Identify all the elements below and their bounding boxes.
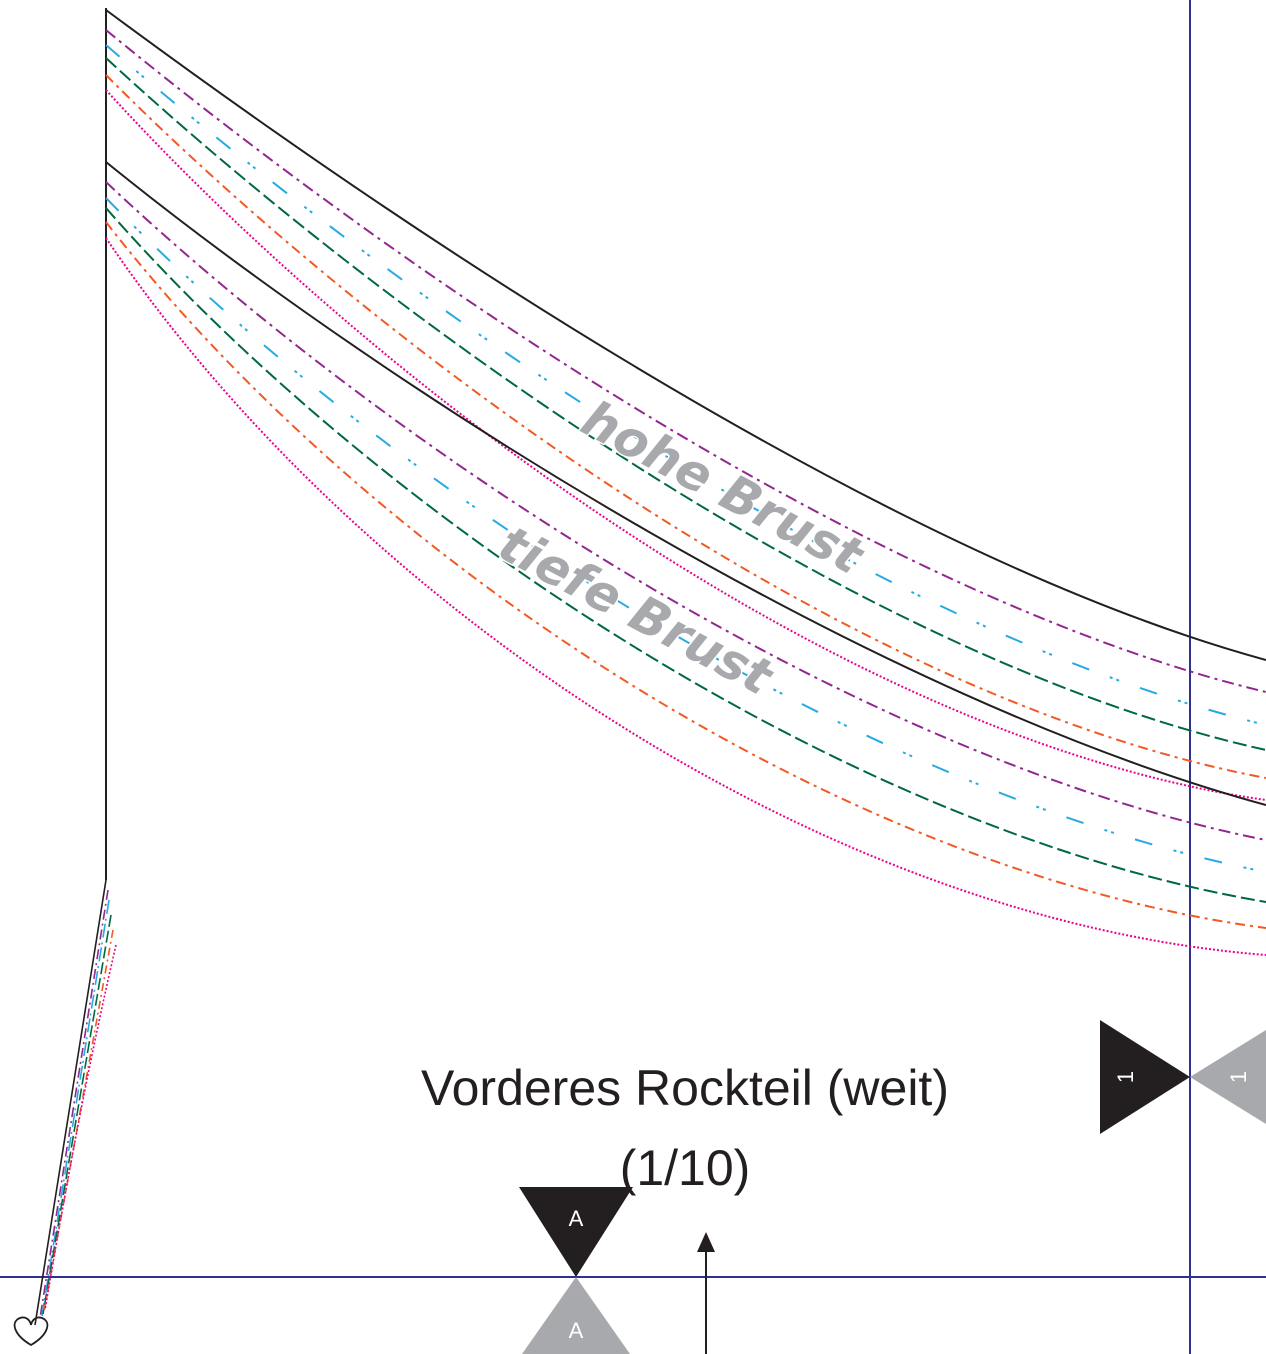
notch-marker-dark-label: A [569,1206,584,1231]
waist-curve-purple-high [105,29,1266,693]
waist-curve-outline-low [105,161,1266,806]
watermark-low-bust: tiefe Brust [489,514,783,707]
notch-marker-dark: A [519,1187,633,1277]
waist-curve-magenta-high [105,89,1266,801]
heart-icon [13,1316,49,1347]
page-marker-light: 1 [1190,1030,1266,1124]
waist-curve-magenta-low [105,237,1266,956]
waist-curve-cyan-high [105,44,1266,726]
waist-curves-high [105,9,1266,801]
piece-title: Vorderes Rockteil (weit) [421,1060,949,1116]
waist-curve-orange-high [105,74,1266,779]
piece-number: (1/10) [620,1140,751,1196]
side-seam-lines [34,879,117,1326]
waist-curve-orange-low [105,221,1266,929]
notch-marker-light-label: A [569,1318,584,1343]
waist-curves-low [105,161,1266,956]
arrow-up-icon [697,1232,715,1354]
page-marker-light-label: 1 [1226,1071,1251,1083]
page-marker-dark-label: 1 [1113,1071,1138,1083]
waist-curve-green-low [105,207,1266,903]
page-marker-dark: 1 [1100,1020,1190,1134]
waist-curve-cyan-low [105,197,1266,873]
notch-marker-light: A [522,1277,630,1354]
waist-curve-purple-low [105,181,1266,841]
waist-curve-outline-high [105,9,1266,661]
waist-curve-green-high [105,57,1266,751]
